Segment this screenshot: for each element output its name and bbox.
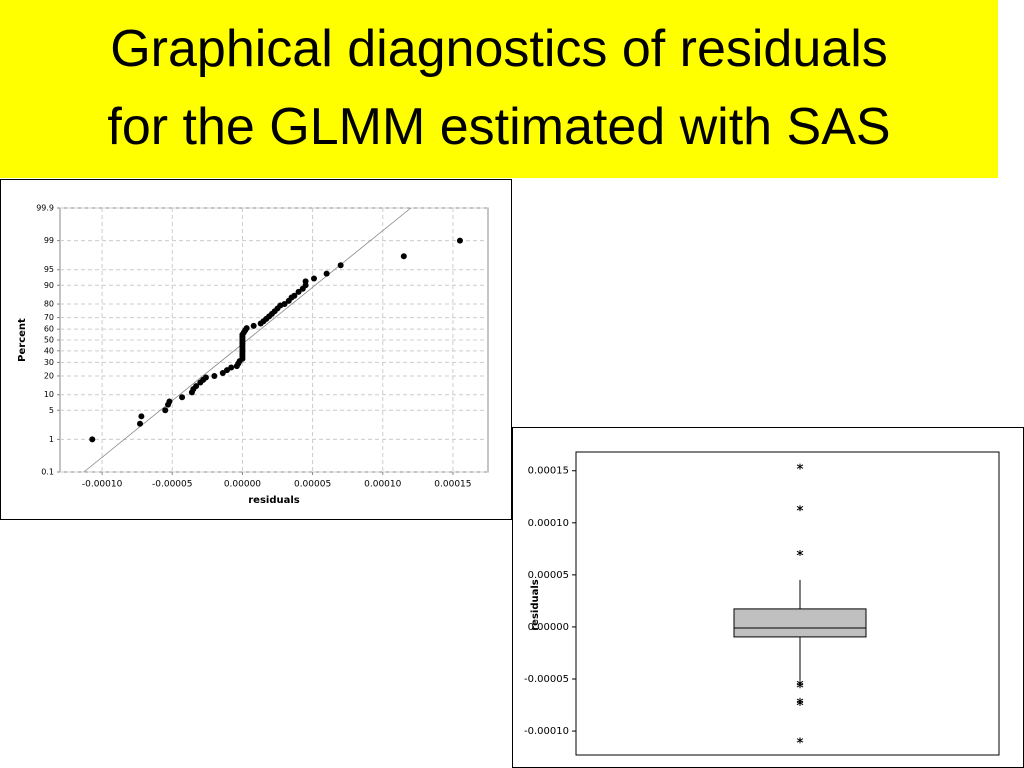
chart-frame: [0, 179, 512, 520]
data-point: [295, 288, 302, 295]
fit-line: [83, 207, 412, 473]
y-tick-label: 0.00005: [528, 570, 569, 581]
data-point: [456, 237, 463, 244]
y-tick-label: -0.00005: [524, 674, 569, 685]
y-axis-label: residuals: [530, 579, 541, 631]
outlier: [796, 550, 804, 556]
y-tick-label: 50: [44, 336, 54, 345]
data-point: [250, 322, 257, 329]
data-point: [281, 301, 288, 308]
y-tick-label: 0.00000: [528, 622, 569, 633]
data-point: [202, 374, 209, 381]
data-point: [89, 436, 96, 443]
y-tick-label: 10: [44, 390, 54, 399]
data-point: [138, 413, 145, 420]
y-tick-label: -0.00010: [524, 726, 569, 737]
y-tick-label: 99.9: [36, 204, 54, 213]
y-tick-label: 1: [49, 435, 54, 444]
y-tick-label: 20: [44, 371, 54, 380]
y-tick-label: 95: [44, 265, 54, 274]
data-point: [291, 292, 298, 299]
y-tick-label: 0.00015: [528, 466, 569, 477]
data-point: [162, 407, 169, 414]
data-point: [302, 278, 309, 285]
y-axis-label: Percent: [17, 318, 28, 362]
x-tick-label: 0.00000: [224, 480, 261, 490]
x-axis-label: residuals: [248, 495, 300, 506]
y-tick-label: 40: [44, 346, 54, 355]
plot-area: [575, 451, 1000, 756]
outlier: [796, 699, 804, 706]
y-tick-label: 0.00010: [528, 518, 569, 529]
data-point: [323, 270, 330, 277]
y-tick-label: 80: [44, 300, 54, 309]
data-point: [193, 383, 200, 390]
chart-frame: [512, 427, 1024, 768]
y-tick-label: 5: [49, 406, 54, 415]
y-tick-label: 90: [44, 281, 54, 290]
data-point: [136, 420, 143, 427]
data-point: [310, 275, 317, 282]
y-tick-label: 30: [44, 358, 54, 367]
y-tick-label: 70: [44, 313, 54, 322]
title-line: Graphical diagnostics of residuals: [110, 20, 888, 78]
data-point: [166, 398, 173, 405]
outlier: [796, 682, 804, 689]
y-tick-label: 0.1: [41, 468, 54, 477]
outlier: [796, 463, 804, 470]
slide-title: Graphical diagnostics of residuals for t…: [0, 0, 998, 178]
x-tick-label: 0.00015: [434, 480, 471, 490]
x-tick-label: 0.00005: [294, 480, 331, 490]
data-point: [219, 369, 226, 376]
outlier: [796, 505, 804, 512]
title-line: for the GLMM estimated with SAS: [107, 98, 891, 156]
y-tick-label: 99: [44, 236, 54, 245]
data-point: [228, 364, 235, 371]
data-point: [337, 262, 344, 269]
outlier: [796, 737, 804, 744]
x-tick-label: -0.00005: [152, 480, 192, 490]
data-point: [211, 372, 218, 379]
y-tick-label: 60: [44, 325, 54, 334]
box: [733, 608, 867, 638]
data-point: [400, 253, 407, 260]
x-tick-label: -0.00010: [82, 480, 123, 490]
data-point: [179, 394, 186, 401]
x-tick-label: 0.00010: [364, 480, 401, 490]
data-point: [243, 325, 250, 332]
